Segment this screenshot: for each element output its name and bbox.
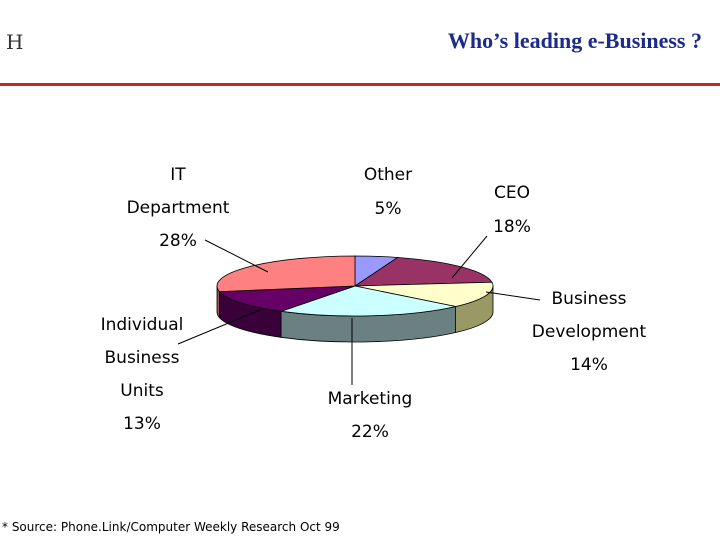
leader-line-individual-business-units [177,309,261,345]
leader-line-ceo [451,235,488,279]
pie-slice-individual-business-units [218,285,356,312]
title-divider [0,83,720,86]
data-label-business-development: Business Development 14% [532,289,647,375]
pie-slice-it-department [216,255,356,293]
data-label-it-department: IT Department 28% [127,165,230,251]
corner-mark: H [6,30,24,54]
pie-slice-business-development [354,281,494,307]
page-title: Who’s leading e-Business ? [447,28,702,53]
data-label-marketing: Marketing 22% [328,389,413,442]
leader-line-it-department [204,239,269,273]
data-label-ceo: CEO 18% [493,183,531,237]
data-label-other: Other 5% [364,165,412,219]
source-note: * Source: Phone.Link/Computer Weekly Res… [2,520,340,534]
data-label-individual-business-units: Individual Business Units 13% [101,315,184,434]
pie-slice-marketing [280,285,456,317]
leader-line-business-development [485,291,541,301]
